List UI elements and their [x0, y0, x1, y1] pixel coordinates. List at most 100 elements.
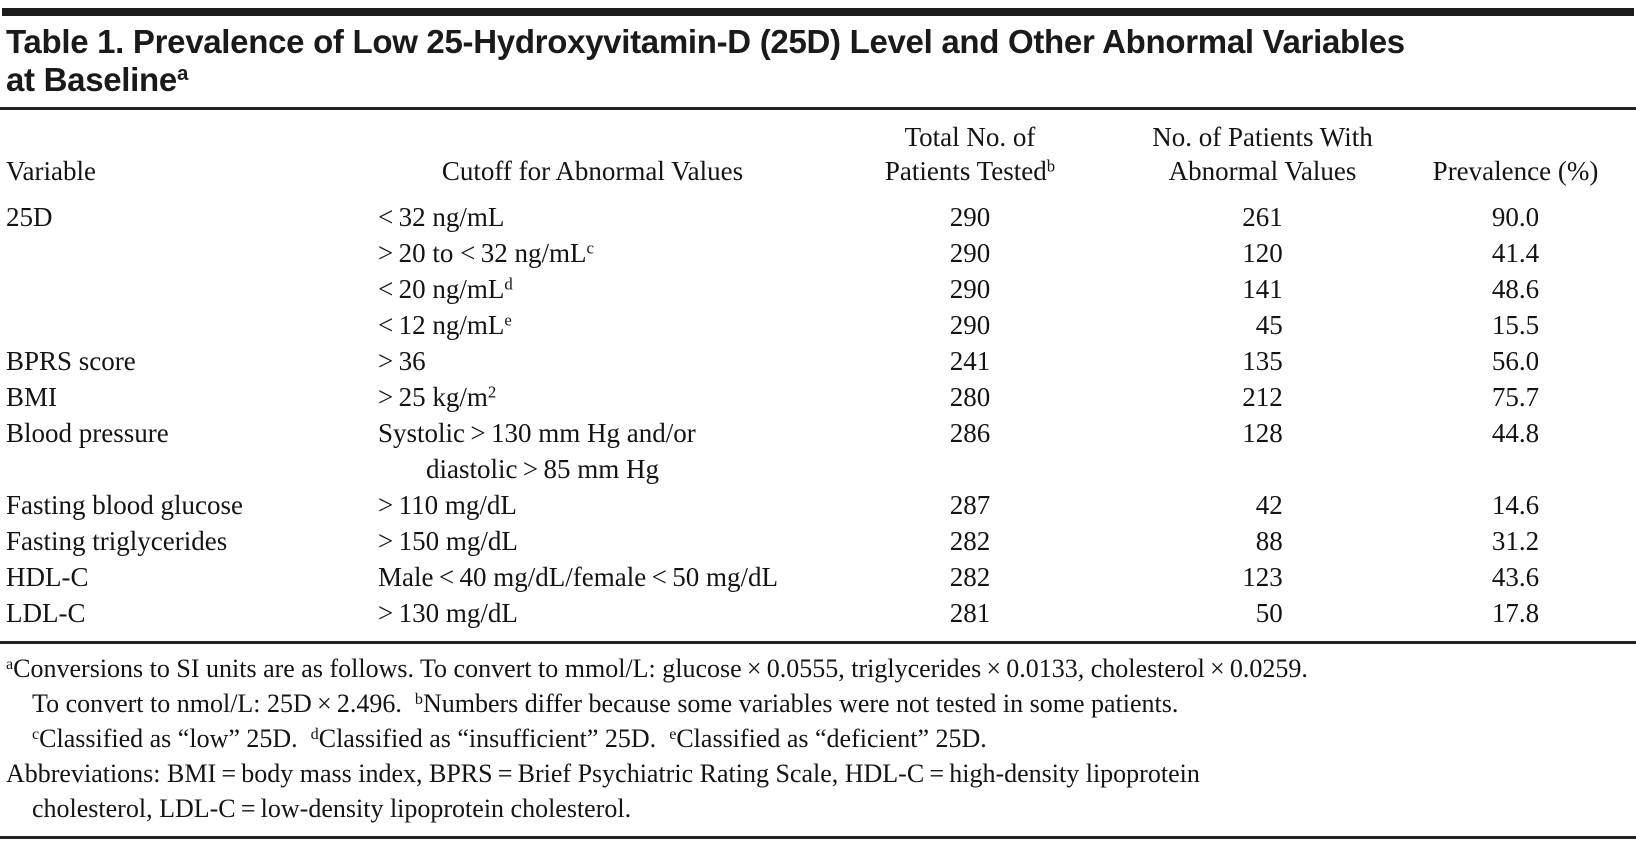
variable-cell — [0, 271, 375, 307]
total-cell: 280 — [949, 382, 991, 412]
title-footnote-marker: a — [176, 61, 189, 85]
abnormal-value: 128 — [1242, 418, 1283, 448]
col-header-total-line1: Total No. of — [904, 122, 1036, 152]
title-line2: at Baseline — [6, 61, 177, 98]
abnormal-value: 261 — [1242, 202, 1283, 232]
table-row: HDL-C Male < 40 mg/dL/female < 50 mg/dL … — [0, 559, 1636, 595]
table-title: Table 1. Prevalence of Low 25-Hydroxyvit… — [0, 16, 1636, 107]
cutoff-text: Systolic > 130 mm Hg and/or — [378, 418, 696, 448]
table-row: BMI > 25 kg/m2 280 212 75.7 — [0, 379, 1636, 415]
total-cell: 290 — [949, 274, 991, 304]
table-header: Variable Cutoff for Abnormal Values Tota… — [0, 109, 1636, 194]
col-header-prevalence: Prevalence (%) — [1432, 156, 1599, 186]
prevalence-cell: 43.6 — [1491, 562, 1540, 592]
abnormal-cell: 135 — [1130, 343, 1395, 379]
cutoff-footnote-marker: 2 — [487, 382, 497, 402]
total-cell: 282 — [949, 562, 991, 592]
cutoff-text: > 36 — [378, 346, 426, 376]
cutoff-cell: > 130 mg/dL — [375, 595, 810, 643]
footnote-line: cholesterol, LDL-C = low-density lipopro… — [32, 794, 632, 823]
abnormal-value: 45 — [1255, 310, 1283, 340]
abnormal-value: 50 — [1255, 598, 1283, 628]
total-cell: 290 — [949, 202, 991, 232]
total-cell: 281 — [949, 598, 991, 628]
table-row: Fasting blood glucose > 110 mg/dL 287 42… — [0, 487, 1636, 523]
col-header-total-patients: Total No. of Patients Testedb — [810, 109, 1130, 194]
variable-cell — [0, 235, 375, 271]
col-header-total-line2: Patients Tested — [884, 156, 1047, 186]
col-header-variable: Variable — [6, 156, 96, 186]
variable-cell: Fasting blood glucose — [6, 490, 243, 520]
abnormal-value: 141 — [1242, 274, 1283, 304]
header-row: Variable Cutoff for Abnormal Values Tota… — [0, 109, 1636, 194]
abnormal-value: 135 — [1242, 346, 1283, 376]
variable-cell: 25D — [6, 202, 53, 232]
footnote-marker: a — [6, 655, 14, 673]
cutoff-footnote-marker: c — [586, 238, 594, 258]
table-row: Fasting triglycerides > 150 mg/dL 282 88… — [0, 523, 1636, 559]
cutoff-text: < 20 ng/mL — [378, 274, 505, 304]
abnormal-cell: 212 — [1130, 379, 1395, 415]
cutoff-continuation-line: diastolic > 85 mm Hg — [426, 454, 660, 484]
cutoff-cell: > 25 kg/m2 — [375, 379, 810, 415]
abnormal-value: 42 — [1255, 490, 1283, 520]
cutoff-text: < 32 ng/mL — [378, 202, 505, 232]
footnote-line: aConversions to SI units are as follows.… — [6, 654, 1308, 683]
footnote-line: To convert to nmol/L: 25D × 2.496. bNumb… — [32, 689, 1179, 718]
footnote-marker: b — [414, 690, 423, 708]
table-row: < 12 ng/mLe 290 45 15.5 — [0, 307, 1636, 343]
col-header-abnormal-patients: No. of Patients With Abnormal Values — [1130, 109, 1395, 194]
col-header-cutoff: Cutoff for Abnormal Values — [441, 156, 744, 186]
abnormal-cell: 141 — [1130, 271, 1395, 307]
cutoff-cell: > 36 — [375, 343, 810, 379]
top-rule — [2, 8, 1634, 16]
abnormal-value: 212 — [1242, 382, 1283, 412]
abnormal-cell: 42 — [1130, 487, 1395, 523]
variable-cell: BMI — [6, 382, 58, 412]
cutoff-cell: > 110 mg/dL — [375, 487, 810, 523]
total-cell: 287 — [949, 490, 991, 520]
cutoff-cell: > 20 to < 32 ng/mLc — [375, 235, 810, 271]
cutoff-cell: Male < 40 mg/dL/female < 50 mg/dL — [375, 559, 810, 595]
variable-cell — [0, 307, 375, 343]
total-cell: 290 — [949, 310, 991, 340]
col-header-abnormal-line1: No. of Patients With — [1152, 122, 1373, 152]
variable-cell: Fasting triglycerides — [6, 526, 228, 556]
col-header-total-footnote-marker: b — [1046, 156, 1056, 176]
cutoff-cell: < 12 ng/mLe — [375, 307, 810, 343]
footnote-marker: d — [310, 725, 319, 743]
abnormal-value: 88 — [1255, 526, 1283, 556]
title-line1: Table 1. Prevalence of Low 25-Hydroxyvit… — [6, 23, 1405, 60]
table-row: LDL-C > 130 mg/dL 281 50 17.8 — [0, 595, 1636, 643]
cutoff-cell: < 32 ng/mL — [375, 193, 810, 235]
data-table: Variable Cutoff for Abnormal Values Tota… — [0, 107, 1636, 644]
cutoff-text: > 20 to < 32 ng/mL — [378, 238, 587, 268]
cutoff-footnote-marker: d — [504, 274, 513, 294]
prevalence-cell: 90.0 — [1491, 202, 1540, 232]
cutoff-text: Male < 40 mg/dL/female < 50 mg/dL — [378, 562, 778, 592]
abnormal-cell: 50 — [1130, 595, 1395, 643]
cutoff-cell: Systolic > 130 mm Hg and/or diastolic > 8… — [375, 415, 810, 487]
col-header-abnormal-line2: Abnormal Values — [1168, 156, 1357, 186]
variable-cell: LDL-C — [6, 598, 86, 628]
variable-cell: Blood pressure — [6, 418, 169, 448]
prevalence-cell: 17.8 — [1491, 598, 1540, 628]
cutoff-cell: > 150 mg/dL — [375, 523, 810, 559]
prevalence-cell: 48.6 — [1491, 274, 1540, 304]
abnormal-cell: 128 — [1130, 415, 1395, 487]
footnote-marker: c — [32, 725, 40, 743]
table-row: 25D < 32 ng/mL 290 261 90.0 — [0, 193, 1636, 235]
prevalence-cell: 31.2 — [1491, 526, 1540, 556]
abnormal-cell: 45 — [1130, 307, 1395, 343]
footnote-marker: e — [669, 725, 677, 743]
cutoff-cell: < 20 ng/mLd — [375, 271, 810, 307]
cutoff-text: < 12 ng/mL — [378, 310, 505, 340]
cutoff-text: > 25 kg/m — [378, 382, 488, 412]
total-cell: 290 — [949, 238, 991, 268]
prevalence-cell: 44.8 — [1491, 418, 1540, 448]
abnormal-value: 123 — [1242, 562, 1283, 592]
table-row: < 20 ng/mLd 290 141 48.6 — [0, 271, 1636, 307]
abnormal-cell: 123 — [1130, 559, 1395, 595]
footnotes: aConversions to SI units are as follows.… — [0, 644, 1636, 839]
